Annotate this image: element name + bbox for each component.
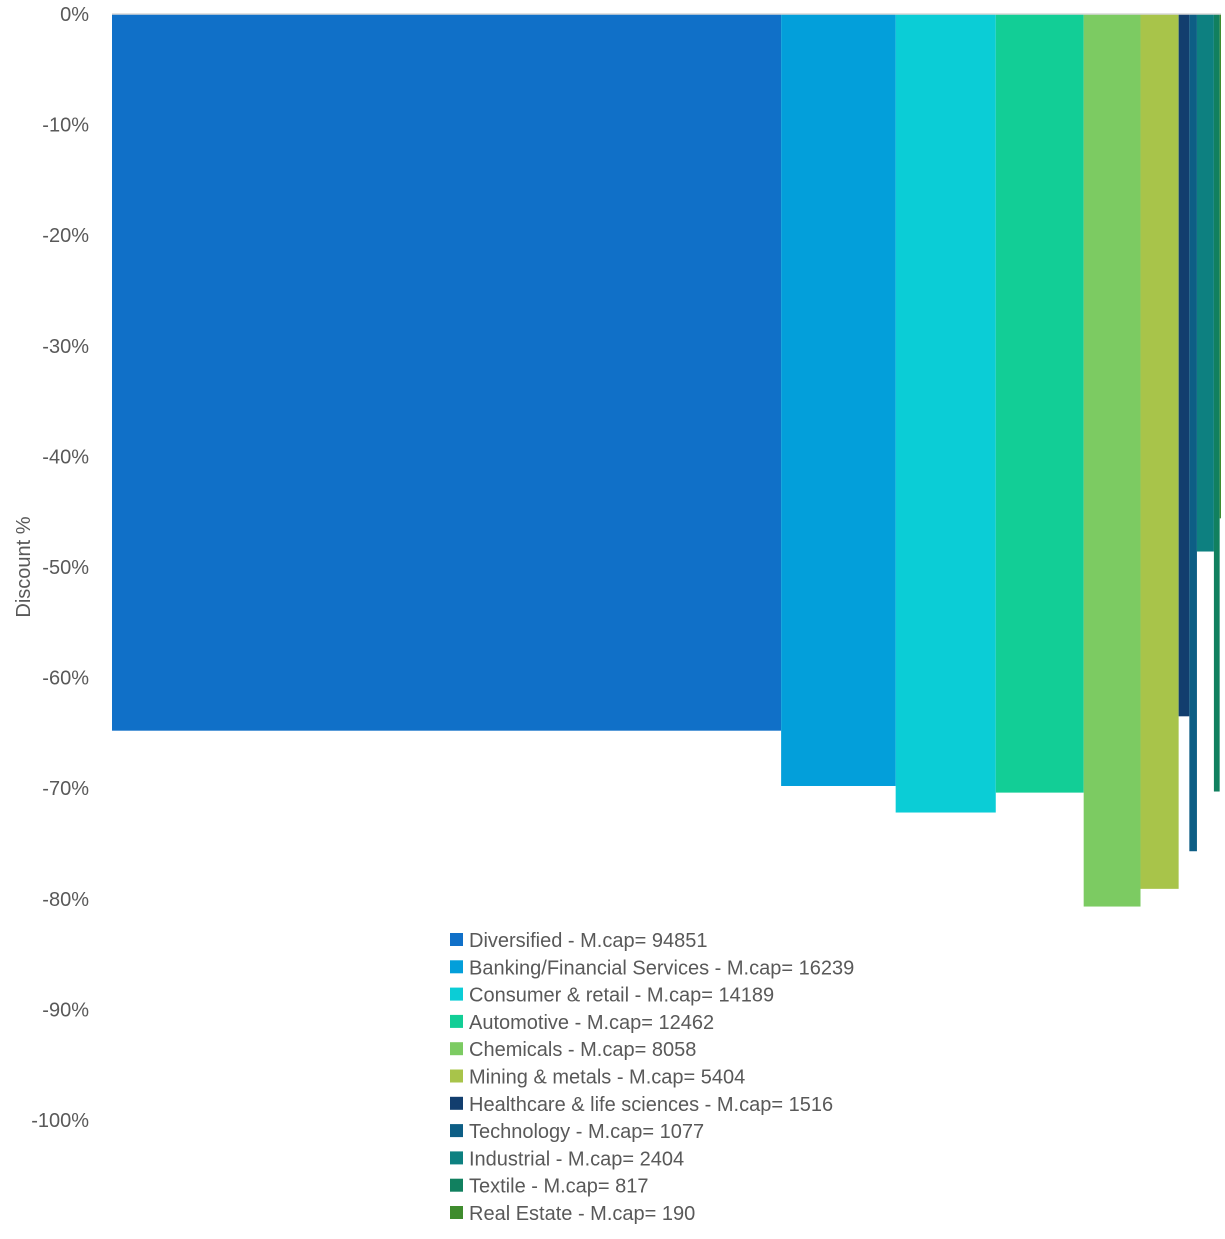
bar-3 bbox=[895, 14, 996, 813]
y-tick-label: -20% bbox=[42, 225, 89, 247]
bar-10 bbox=[1213, 14, 1220, 792]
bar-11 bbox=[1219, 14, 1221, 519]
y-axis-ticks: 0% -10% -20% -30% -40% -50% -60% -70% -80% -90% -1… bbox=[31, 4, 89, 1132]
bar-4 bbox=[995, 14, 1084, 793]
legend-label: Industrial - M.cap= 2404 bbox=[469, 1148, 684, 1170]
legend-swatch bbox=[450, 1096, 463, 1110]
y-tick-label: -30% bbox=[42, 336, 89, 358]
bar-2 bbox=[781, 14, 896, 786]
legend-label: Real Estate - M.cap= 190 bbox=[469, 1203, 695, 1225]
y-tick-label: -40% bbox=[42, 446, 89, 468]
y-tick-label: -100% bbox=[31, 1110, 89, 1132]
legend-label: Healthcare & life sciences - M.cap= 1516 bbox=[469, 1094, 833, 1116]
legend-swatch bbox=[450, 1178, 463, 1192]
bar-6 bbox=[1140, 14, 1179, 889]
legend-swatch bbox=[450, 1042, 463, 1056]
legend-label: Consumer & retail - M.cap= 14189 bbox=[469, 985, 774, 1007]
y-tick-label: -60% bbox=[42, 668, 89, 690]
legend-swatch bbox=[450, 1206, 463, 1219]
y-tick-label: -80% bbox=[42, 889, 89, 911]
bar-5 bbox=[1083, 14, 1141, 907]
y-tick-label: -90% bbox=[42, 999, 89, 1021]
legend-swatch bbox=[450, 933, 463, 946]
y-axis-title: Discount % bbox=[13, 516, 35, 617]
legend-swatch bbox=[450, 1124, 463, 1138]
bar-9 bbox=[1196, 14, 1214, 552]
legend-swatch bbox=[450, 987, 463, 1001]
bar-1 bbox=[112, 14, 782, 731]
legend-swatch bbox=[450, 960, 463, 974]
legend: Diversified - M.cap= 94851 Banking/Financ… bbox=[450, 930, 854, 1225]
legend-label: Mining & metals - M.cap= 5404 bbox=[469, 1067, 745, 1089]
legend-label: Automotive - M.cap= 12462 bbox=[469, 1012, 714, 1034]
legend-swatch bbox=[450, 1151, 463, 1165]
legend-label: Chemicals - M.cap= 8058 bbox=[469, 1039, 696, 1061]
y-tick-label: -70% bbox=[42, 778, 89, 800]
legend-swatch bbox=[450, 1069, 463, 1083]
legend-label: Diversified - M.cap= 94851 bbox=[469, 930, 707, 952]
bars-group bbox=[112, 14, 1221, 907]
legend-label: Technology - M.cap= 1077 bbox=[469, 1121, 704, 1143]
legend-label: Textile - M.cap= 817 bbox=[469, 1176, 649, 1198]
y-tick-label: -10% bbox=[42, 115, 89, 137]
bar-8 bbox=[1189, 14, 1197, 852]
legend-swatch bbox=[450, 1014, 463, 1028]
bar-7 bbox=[1178, 14, 1190, 717]
y-tick-label: -50% bbox=[42, 557, 89, 579]
y-tick-label: 0% bbox=[60, 4, 89, 26]
legend-label: Banking/Financial Services - M.cap= 1623… bbox=[469, 957, 854, 979]
